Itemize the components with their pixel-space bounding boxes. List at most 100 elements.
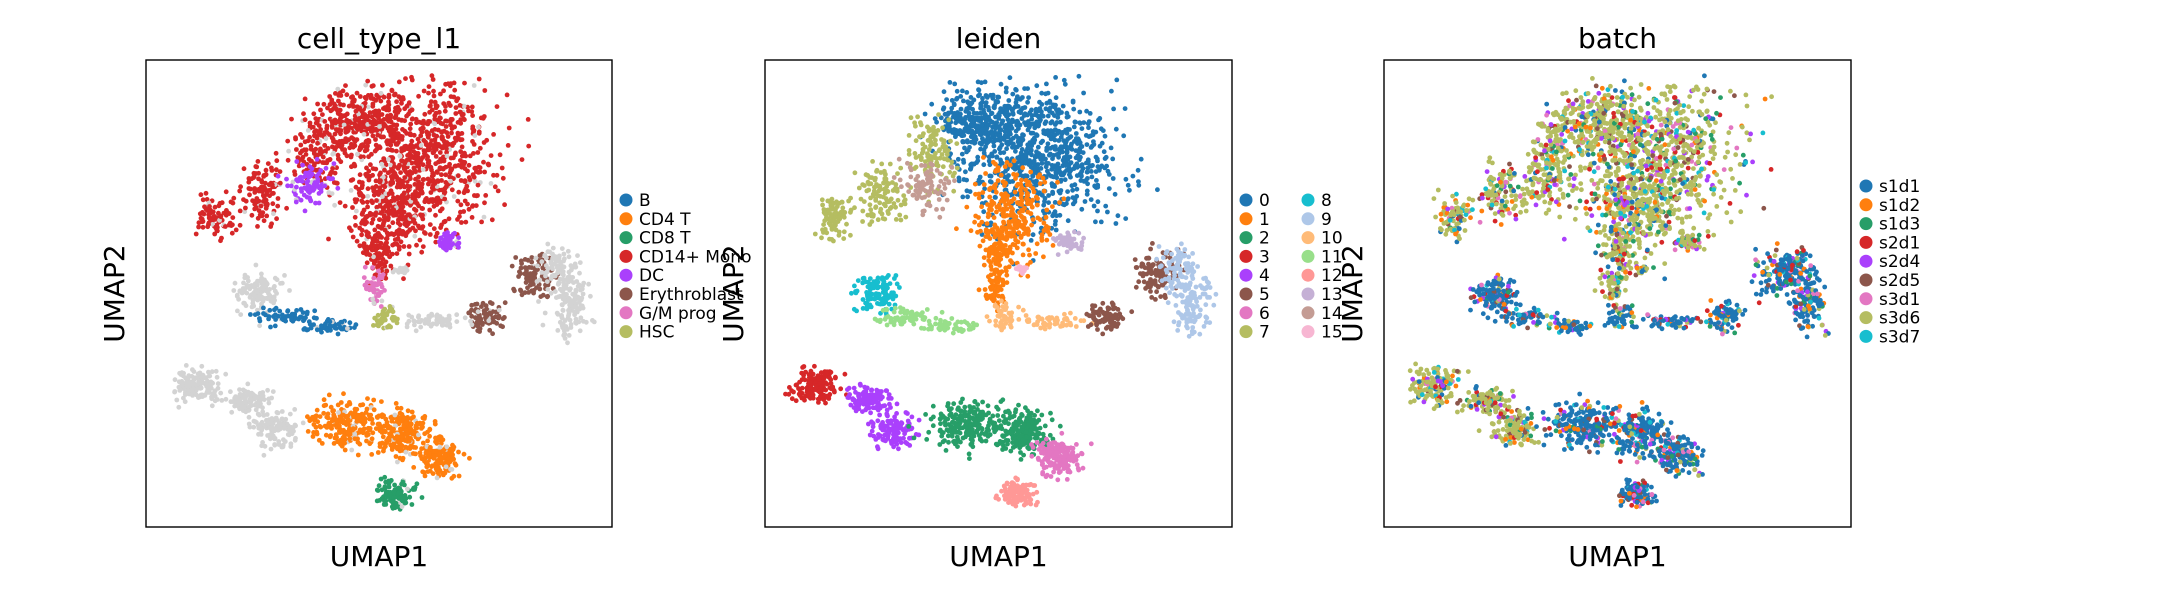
data-point	[315, 101, 320, 107]
data-point	[1084, 188, 1090, 194]
data-point	[354, 406, 360, 412]
data-point	[539, 270, 545, 275]
data-point	[571, 263, 577, 269]
data-point	[1062, 202, 1067, 208]
data-point	[404, 321, 410, 327]
data-point	[305, 127, 311, 133]
data-point	[386, 478, 391, 484]
data-point	[932, 116, 938, 121]
data-point	[413, 116, 419, 122]
data-point	[349, 447, 355, 453]
data-point	[1039, 161, 1045, 166]
data-point	[1020, 155, 1026, 161]
data-point	[413, 445, 418, 450]
data-point	[977, 243, 983, 249]
data-point	[432, 116, 438, 122]
data-point	[439, 460, 444, 466]
data-point	[388, 142, 394, 148]
data-point	[260, 405, 265, 411]
data-point	[433, 234, 439, 239]
data-point	[500, 324, 505, 330]
data-point	[1097, 165, 1103, 171]
data-point	[268, 446, 274, 452]
data-point	[256, 170, 261, 176]
data-point	[416, 119, 422, 125]
data-point	[958, 111, 963, 117]
data-point	[1086, 125, 1091, 131]
data-point	[365, 126, 371, 132]
data-point	[360, 210, 366, 216]
data-point	[394, 99, 399, 105]
data-point	[206, 390, 212, 395]
legend-label: CD4 T	[639, 210, 691, 230]
data-point	[1065, 136, 1071, 142]
data-point	[973, 137, 979, 142]
data-point	[1155, 187, 1160, 193]
data-point	[370, 83, 376, 89]
data-point	[993, 99, 999, 104]
data-point	[385, 103, 391, 109]
data-point	[341, 391, 346, 397]
data-point	[998, 81, 1004, 87]
data-point	[299, 189, 304, 194]
x-axis-label: UMAP1	[330, 540, 429, 573]
data-point	[352, 214, 358, 220]
data-point	[255, 224, 260, 229]
data-point	[1013, 148, 1018, 154]
data-point	[259, 285, 264, 291]
data-point	[298, 142, 304, 148]
data-point	[446, 238, 452, 244]
data-point	[984, 221, 990, 227]
data-point	[545, 287, 551, 292]
data-point	[342, 147, 348, 153]
data-point	[371, 397, 377, 403]
data-point	[412, 182, 418, 187]
data-point	[344, 153, 350, 159]
data-point	[393, 401, 399, 406]
data-point	[394, 237, 400, 242]
data-point	[1049, 110, 1055, 116]
data-point	[978, 101, 984, 107]
data-point	[518, 258, 524, 264]
data-point	[1043, 119, 1049, 125]
data-point	[215, 381, 221, 387]
data-point	[1050, 243, 1056, 248]
data-point	[1016, 109, 1022, 115]
data-point	[371, 275, 377, 281]
data-point	[386, 191, 392, 197]
data-point	[944, 97, 949, 102]
data-point	[427, 427, 433, 433]
data-point	[1114, 77, 1120, 83]
data-point	[347, 426, 352, 432]
data-point	[481, 114, 487, 119]
data-point	[494, 172, 500, 178]
data-point	[243, 409, 249, 415]
data-point	[400, 95, 406, 100]
data-point	[559, 314, 564, 319]
data-point	[411, 217, 416, 223]
data-point	[428, 190, 434, 195]
data-point	[1085, 157, 1091, 163]
data-point	[1076, 73, 1082, 79]
data-point	[314, 327, 320, 333]
data-point	[373, 166, 379, 172]
data-point	[212, 204, 218, 210]
data-point	[261, 185, 267, 190]
data-point	[462, 80, 467, 86]
legend-marker	[619, 193, 633, 207]
data-point	[475, 309, 481, 315]
data-point	[963, 169, 968, 175]
data-point	[1030, 232, 1036, 238]
data-point	[466, 162, 472, 168]
data-point	[434, 440, 440, 446]
data-point	[1014, 97, 1020, 102]
data-point	[359, 185, 365, 191]
data-point	[441, 143, 447, 149]
data-point	[405, 183, 410, 189]
data-point	[525, 271, 530, 277]
data-point	[396, 132, 401, 138]
data-point	[419, 495, 425, 500]
data-point	[323, 136, 329, 142]
data-point	[586, 281, 591, 287]
data-point	[977, 131, 983, 137]
